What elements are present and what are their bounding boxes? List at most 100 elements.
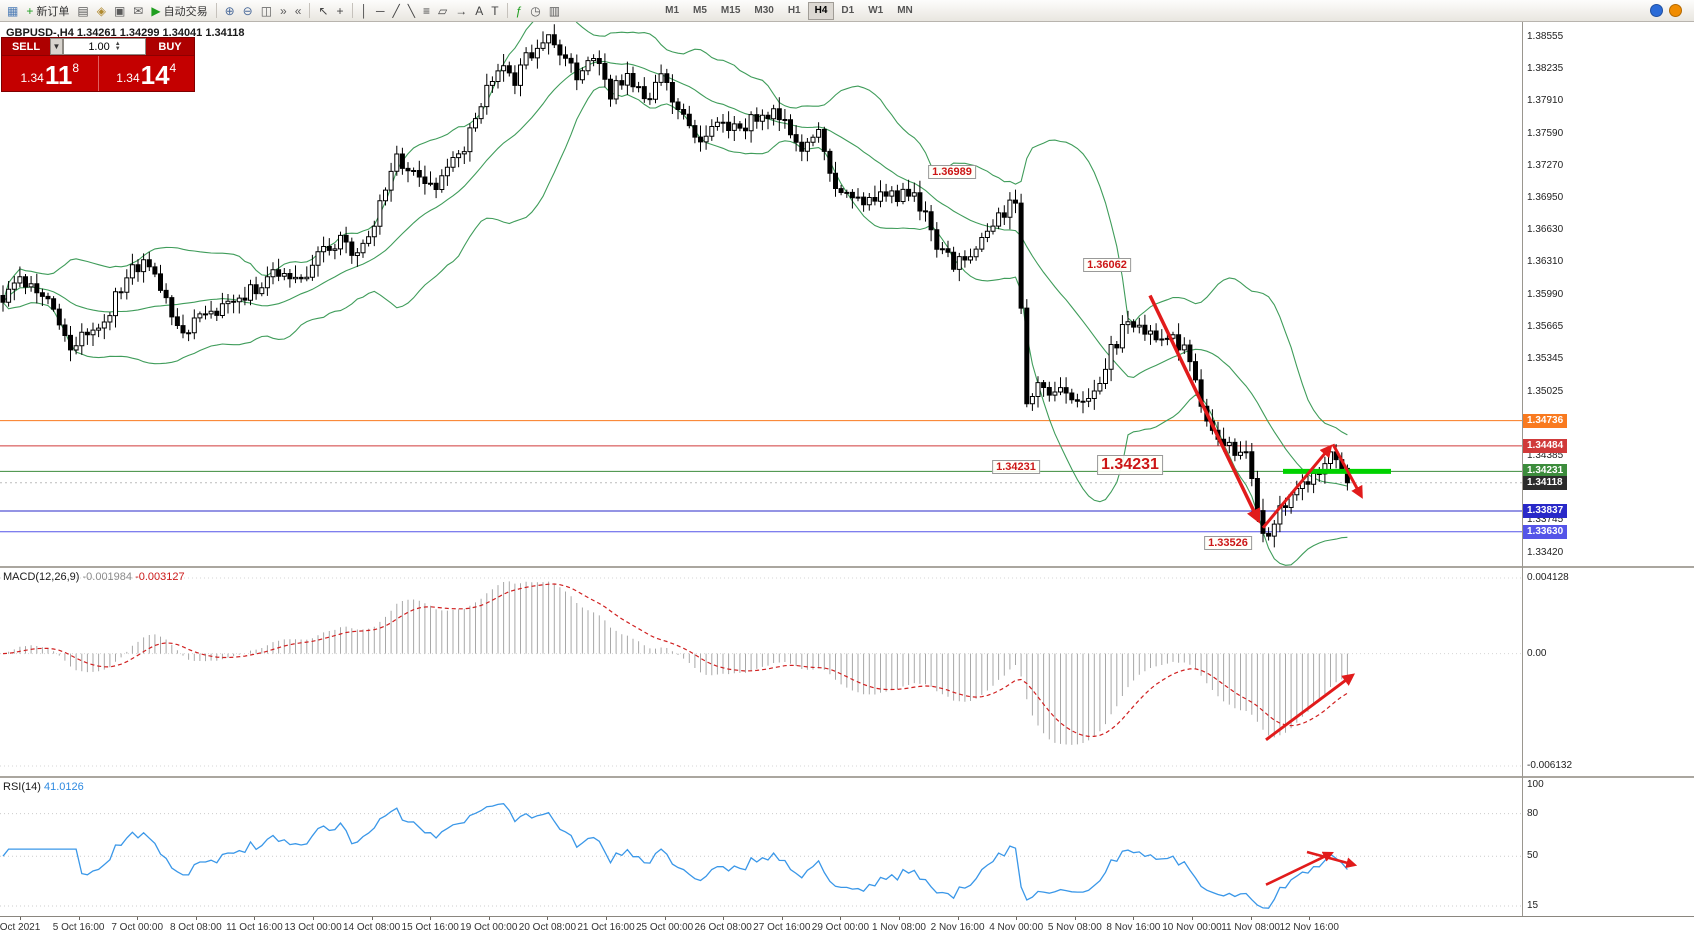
- crosshair-icon[interactable]: +: [333, 4, 346, 18]
- templates-icon: ▥: [548, 3, 561, 18]
- cursor-icon[interactable]: ↖: [315, 4, 331, 18]
- text-icon[interactable]: A: [472, 4, 486, 18]
- bollinger-upper-band: [2, 22, 1348, 436]
- trend-arrow[interactable]: [1148, 294, 1261, 524]
- sell-price-button[interactable]: 1.34 11 8: [2, 56, 98, 91]
- timeframe-w1[interactable]: W1: [868, 4, 884, 16]
- trendline-icon[interactable]: ╱: [390, 4, 403, 18]
- horizontal-line-icon[interactable]: ─: [373, 4, 388, 18]
- time-axis-label: 19 Oct 00:00: [460, 922, 518, 933]
- periods-icon[interactable]: ◷: [527, 4, 543, 18]
- price-axis-label: 1.37910: [1527, 95, 1564, 107]
- volume-value: 1.00: [88, 40, 110, 53]
- macd-axis-label: 0.004128: [1527, 572, 1569, 583]
- price-note: 1.33526: [1204, 535, 1252, 550]
- time-axis[interactable]: Oct 2021 5 Oct 16:00 7 Oct 00:00 8 Oct 08:0…: [0, 916, 1694, 939]
- timeframe-m5[interactable]: M5: [693, 4, 707, 16]
- arrows-icon: →: [455, 3, 468, 18]
- rsi-arrow[interactable]: [1265, 851, 1334, 886]
- channel-icon[interactable]: ╲: [405, 4, 418, 18]
- time-axis-tick: [1074, 917, 1076, 920]
- rsi-name: RSI(14): [3, 781, 41, 793]
- price-chart-pane[interactable]: GBPUSD-,H4 1.34261 1.34299 1.34041 1.341…: [0, 22, 1694, 566]
- time-axis-tick: [957, 917, 959, 920]
- rsi-label: RSI(14) 41.0126: [3, 781, 84, 793]
- time-axis-label: 11 Oct 16:00: [226, 922, 283, 933]
- indicators-icon: ƒ: [515, 3, 523, 18]
- market-watch-icon[interactable]: ▤: [74, 4, 91, 18]
- order-options-dropdown[interactable]: ▼: [50, 38, 63, 55]
- fibonacci-icon[interactable]: ≡: [420, 4, 433, 18]
- autotrade-button[interactable]: ▶ 自动交易: [148, 2, 210, 20]
- timeframe-h1[interactable]: H1: [787, 4, 801, 16]
- time-axis-tick: [664, 917, 666, 920]
- macd-signal-value: -0.003127: [135, 571, 185, 583]
- arrows-icon[interactable]: →: [452, 4, 470, 18]
- timeframe-m30[interactable]: M30: [754, 4, 774, 16]
- time-axis-label: 14 Oct 08:00: [342, 922, 401, 933]
- terminal-icon[interactable]: ▣: [111, 4, 128, 18]
- time-axis-tick: [488, 917, 490, 920]
- navigator-icon: ◈: [96, 3, 106, 18]
- chart-shift-icon[interactable]: «: [292, 4, 305, 18]
- trend-arrow[interactable]: [1261, 444, 1333, 529]
- pane-splitter[interactable]: [0, 776, 1694, 778]
- price-chart-canvas[interactable]: [0, 22, 1522, 566]
- timeframe-mn[interactable]: MN: [897, 4, 913, 16]
- indicators-icon[interactable]: ƒ: [513, 4, 526, 18]
- timeframe-m15[interactable]: M15: [720, 4, 741, 16]
- zoom-in-icon[interactable]: ⊕: [222, 4, 238, 18]
- new-order-button[interactable]: + 新订单: [23, 2, 72, 20]
- time-axis-label: 7 Oct 00:00: [111, 922, 164, 933]
- vertical-line-icon: │: [360, 3, 369, 18]
- toolbar-group: ⊕ ⊖ ◫ » «: [222, 4, 305, 18]
- shapes-icon[interactable]: ▱: [435, 4, 450, 18]
- volume-input[interactable]: 1.00 ▲ ▼: [63, 38, 146, 55]
- time-axis-label: 5 Oct 16:00: [52, 922, 105, 933]
- navigator-icon[interactable]: ◈: [94, 4, 109, 18]
- auto-scroll-icon[interactable]: »: [277, 4, 290, 18]
- vertical-line-icon[interactable]: │: [358, 4, 372, 18]
- macd-canvas[interactable]: [0, 568, 1522, 776]
- zoom-in-icon: ⊕: [224, 3, 235, 18]
- macd-indicator-pane[interactable]: [0, 568, 1694, 776]
- timeframe-h4[interactable]: H4: [807, 1, 835, 20]
- rsi-indicator-pane[interactable]: [0, 778, 1694, 916]
- sell-button[interactable]: SELL: [11, 40, 41, 53]
- rsi-arrow[interactable]: [1306, 850, 1358, 869]
- pane-splitter[interactable]: [0, 566, 1694, 568]
- price-axis-label: 1.36950: [1527, 191, 1564, 203]
- buy-button[interactable]: BUY: [158, 40, 182, 53]
- macd-arrow[interactable]: [1265, 673, 1356, 742]
- macd-name: MACD(12,26,9): [3, 571, 80, 583]
- sell-price-pip: 8: [72, 61, 80, 75]
- timeframe-toolbar: M1 M5 M15 M30 H1 H4 D1 W1 MN: [658, 1, 920, 20]
- notifications-icon[interactable]: [1669, 4, 1682, 17]
- price-tag-1.33630: 1.33630: [1523, 524, 1568, 539]
- price-axis-label: 1.35025: [1527, 385, 1564, 397]
- chart-shift-icon: «: [294, 3, 302, 18]
- tile-windows-icon[interactable]: ◫: [258, 4, 275, 18]
- mail-icon[interactable]: ✉: [130, 4, 146, 18]
- templates-icon[interactable]: ▥: [546, 4, 563, 18]
- price-tag-1.33837: 1.33837: [1523, 503, 1568, 518]
- buy-price-button[interactable]: 1.34 14 4: [97, 56, 195, 91]
- time-axis-tick: [20, 917, 21, 920]
- trend-arrow[interactable]: [1331, 443, 1363, 499]
- rsi-canvas[interactable]: [0, 778, 1522, 916]
- zoom-out-icon[interactable]: ⊖: [240, 4, 256, 18]
- price-axis-label: 1.35345: [1527, 353, 1564, 365]
- current-price-tag: 1.34118: [1523, 475, 1567, 490]
- price-axis-label: 1.33745: [1527, 514, 1564, 526]
- price-axis-label: 1.36310: [1527, 256, 1564, 268]
- bollinger-middle-band: [2, 60, 1348, 487]
- text-label-icon[interactable]: T: [488, 4, 501, 18]
- community-icon[interactable]: [1650, 4, 1663, 17]
- new-chart-icon[interactable]: ▦: [4, 4, 21, 18]
- timeframe-m1[interactable]: M1: [665, 4, 680, 16]
- time-axis-label: 21 Oct 16:00: [577, 922, 635, 933]
- volume-spinner[interactable]: ▲ ▼: [114, 40, 121, 52]
- timeframe-d1[interactable]: D1: [841, 4, 855, 16]
